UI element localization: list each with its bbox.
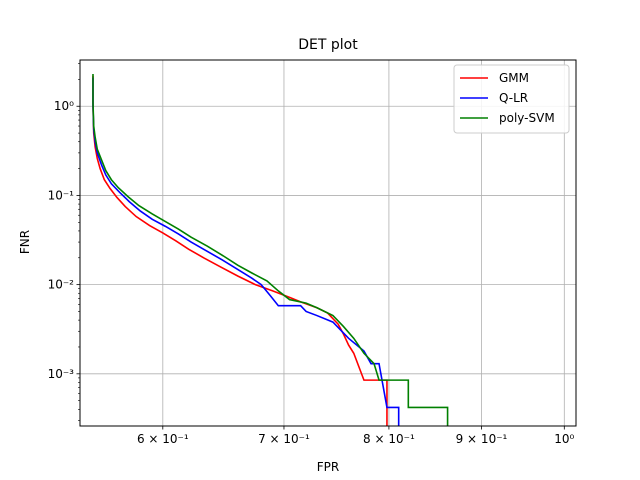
legend-label: GMM	[499, 71, 529, 85]
y-tick-label: 10⁰	[54, 99, 74, 113]
legend: GMM Q-LR poly-SVM	[453, 64, 570, 134]
legend-label: poly-SVM	[499, 111, 555, 125]
x-tick-label: 6 × 10⁻¹	[137, 432, 189, 446]
series-line-poly-svm	[92, 73, 449, 426]
series-layer	[92, 73, 449, 426]
x-tick-label: 8 × 10⁻¹	[363, 432, 415, 446]
x-tick-label: 9 × 10⁻¹	[456, 432, 508, 446]
plot-frame	[79, 59, 577, 427]
legend-box	[453, 64, 570, 134]
series-line-gmm	[92, 75, 388, 426]
chart-title: DET plot	[298, 37, 358, 53]
y-tick-label: 10⁻¹	[48, 188, 75, 202]
y-tick-label: 10⁻³	[48, 367, 75, 381]
x-axis-label: FPR	[317, 460, 339, 474]
y-tick-label: 10⁻²	[48, 278, 75, 292]
legend-label: Q-LR	[499, 91, 528, 105]
x-tick-label: 10⁰	[554, 432, 574, 446]
x-tick-label: 7 × 10⁻¹	[258, 432, 310, 446]
tick-layer: 6 × 10⁻¹ 7 × 10⁻¹ 8 × 10⁻¹ 9 × 10⁻¹ 10⁰ 10⁻³ 1…	[48, 63, 575, 446]
y-axis-label: FNR	[18, 230, 32, 254]
